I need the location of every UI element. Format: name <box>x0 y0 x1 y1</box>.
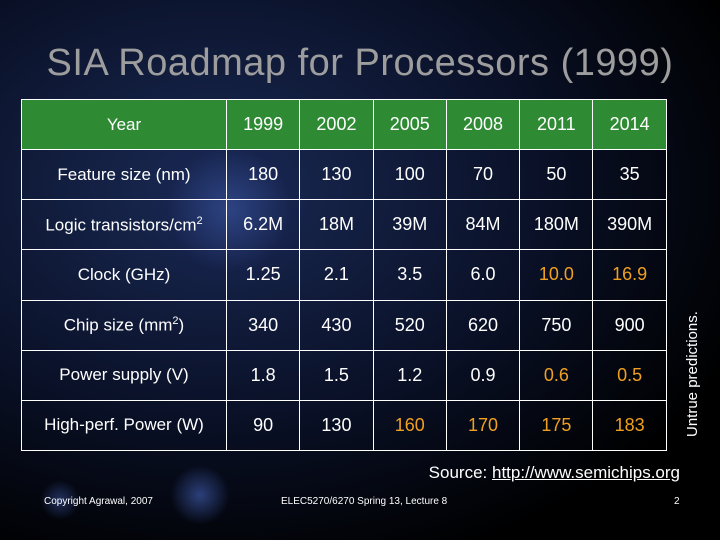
header-year-cell: 1999 <box>225 98 301 151</box>
footer-course: ELEC5270/6270 Spring 13, Lecture 8 <box>281 496 448 507</box>
decorative-orb <box>170 465 230 525</box>
table-cell: 2.1 <box>299 249 374 301</box>
table-cell: 183 <box>592 399 667 452</box>
table-cell: 340 <box>225 299 301 351</box>
header-year-cell: 2014 <box>592 98 667 151</box>
table-cell: 620 <box>445 299 521 351</box>
row-label-text: Feature size (nm) <box>57 164 191 184</box>
table-cell: 10.0 <box>519 249 594 301</box>
row-label-text: Power supply (V) <box>59 365 189 385</box>
table-cell: 750 <box>519 299 594 351</box>
table-cell: 520 <box>372 299 447 351</box>
table-cell: 50 <box>519 149 594 201</box>
table-cell: 170 <box>445 399 521 452</box>
table-cell: 6.2M <box>225 199 301 251</box>
decorative-orb <box>40 480 80 520</box>
table-cell: 430 <box>299 299 374 351</box>
table-cell: 900 <box>592 299 667 351</box>
row-label-superscript: 2 <box>196 214 203 227</box>
footer-page-number: 2 <box>674 496 680 507</box>
row-label-superscript: 2 <box>172 314 179 327</box>
table-cell: 130 <box>299 399 374 452</box>
table-cell: 175 <box>519 399 594 452</box>
table-cell: 18M <box>299 199 374 251</box>
table-row: Logic transistors/cm2 6.2M 18M 39M 84M 180M 39… <box>21 199 667 251</box>
table-cell: 1.5 <box>299 349 374 401</box>
row-label: Power supply (V) <box>21 349 227 401</box>
table-cell: 180 <box>225 149 301 201</box>
table-cell: 70 <box>445 149 521 201</box>
table-cell: 180M <box>519 199 594 251</box>
table-cell: 0.5 <box>592 349 667 401</box>
footer-copyright: Copyright Agrawal, 2007 <box>44 496 153 507</box>
table-cell: 39M <box>372 199 447 251</box>
table-cell: 1.8 <box>225 349 301 401</box>
table-row: Power supply (V) 1.8 1.5 1.2 0.9 0.6 0.5 <box>21 349 667 401</box>
header-year-cell: 2005 <box>372 98 447 151</box>
table-cell: 3.5 <box>372 249 447 301</box>
row-label-text: Logic transistors/cm <box>45 215 197 235</box>
table-cell: 1.25 <box>225 249 301 301</box>
table-cell: 130 <box>299 149 374 201</box>
row-label-text: Clock (GHz) <box>77 264 171 284</box>
row-label-text: Chip size (mm <box>63 315 173 335</box>
slide-title: SIA Roadmap for Processors (1999) <box>46 42 674 84</box>
table-cell: 35 <box>592 149 667 201</box>
row-label: Clock (GHz) <box>21 249 227 301</box>
header-year-cell: 2002 <box>299 98 374 151</box>
table-row: Feature size (nm) 180 130 100 70 50 35 <box>21 149 667 201</box>
row-label: High-perf. Power (W) <box>21 399 227 452</box>
table-cell: 90 <box>225 399 301 452</box>
row-label-text: High-perf. Power (W) <box>44 415 204 435</box>
table-header-row: Year 1999 2002 2005 2008 2011 2014 <box>21 98 667 151</box>
roadmap-table: Year 1999 2002 2005 2008 2011 2014 Feature size… <box>21 98 667 452</box>
row-label: Chip size (mm2) <box>21 299 227 351</box>
source-prefix: Source: <box>428 463 488 482</box>
table-cell: 0.9 <box>445 349 521 401</box>
table-row: Clock (GHz) 1.25 2.1 3.5 6.0 10.0 16.9 <box>21 249 667 301</box>
table-row: Chip size (mm2) 340 430 520 620 750 900 <box>21 299 667 351</box>
table-cell: 160 <box>372 399 447 452</box>
untrue-predictions-note: Untrue predictions. <box>684 311 701 437</box>
table-cell: 1.2 <box>372 349 447 401</box>
source-citation: Source: http://www.semichips.org <box>429 463 680 483</box>
header-year-cell: 2008 <box>445 98 521 151</box>
table-row: High-perf. Power (W) 90 130 160 170 175 183 <box>21 399 667 452</box>
header-year-cell: 2011 <box>519 98 594 151</box>
table-cell: 0.6 <box>519 349 594 401</box>
table-cell: 6.0 <box>445 249 521 301</box>
table-cell: 16.9 <box>592 249 667 301</box>
table-cell: 100 <box>372 149 447 201</box>
source-link[interactable]: http://www.semichips.org <box>491 463 680 482</box>
row-label-suffix: ) <box>178 315 185 335</box>
table-cell: 84M <box>445 199 521 251</box>
row-label: Feature size (nm) <box>21 149 227 201</box>
table-cell: 390M <box>592 199 667 251</box>
header-year-label: Year <box>21 98 227 151</box>
row-label: Logic transistors/cm2 <box>21 199 227 251</box>
